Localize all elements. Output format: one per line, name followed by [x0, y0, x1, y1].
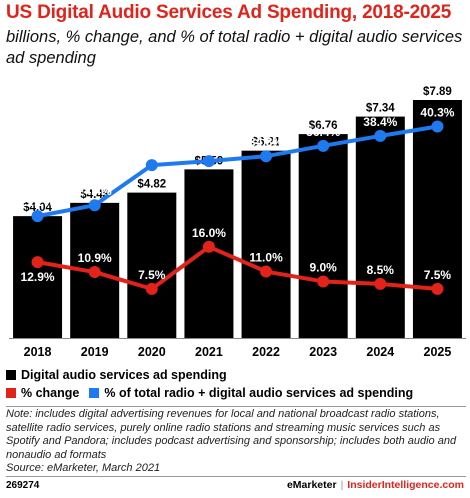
- bar-2022: [241, 150, 291, 338]
- change-label-2023: 9.0%: [310, 260, 338, 274]
- bar-label-2018: $4.04: [23, 202, 52, 214]
- legend-label-change: % change: [21, 386, 80, 400]
- share-label-2023: 36.4%: [306, 125, 340, 139]
- share-label-2019: 24.4%: [78, 184, 112, 198]
- legend-item-spending: Digital audio services ad spending: [6, 368, 227, 382]
- share-point-2018: [31, 210, 44, 223]
- share-point-2022: [260, 150, 273, 163]
- share-point-2023: [317, 139, 330, 152]
- bar-2023: [298, 134, 348, 338]
- x-tick-2025: 2025: [424, 345, 452, 359]
- change-point-2018: [31, 256, 44, 269]
- chart-note: Note: includes digital advertising reven…: [6, 408, 468, 476]
- note-text: Note: includes digital advertising reven…: [6, 408, 457, 461]
- bar-label-2025: $7.89: [423, 86, 452, 98]
- share-label-2018: 22.2%: [21, 195, 55, 209]
- bar-label-2022: $6.21: [252, 137, 281, 149]
- change-line: [35, 244, 440, 291]
- share-label-2024: 38.4%: [363, 115, 397, 129]
- share-label-2021: 33.3%: [192, 140, 226, 154]
- chart-subtitle: billions, % change, and % of total radio…: [6, 28, 463, 67]
- change-point-2023: [317, 275, 330, 288]
- source-text: Source: eMarketer, March 2021: [6, 462, 161, 475]
- legend-swatch-share: [89, 388, 100, 398]
- bar-2024: [355, 116, 405, 338]
- bar-label-2020: $4.82: [137, 179, 166, 191]
- x-tick-2024: 2024: [366, 345, 394, 359]
- x-tick-2019: 2019: [81, 345, 109, 359]
- change-label-2018: 12.9%: [21, 270, 55, 284]
- change-point-2020: [145, 282, 158, 295]
- change-label-2025: 7.5%: [424, 268, 452, 282]
- bar-label-2023: $6.76: [309, 120, 338, 132]
- legend-label-share: % of total radio + digital audio service…: [104, 386, 414, 400]
- brand-footer: eMarketer | InsiderIntelligence.com: [287, 479, 464, 491]
- chart-id: 269274: [6, 480, 40, 491]
- bar-2020: [127, 192, 177, 338]
- change-label-2019: 10.9%: [78, 251, 112, 265]
- bar-label-2024: $7.34: [366, 103, 395, 115]
- change-point-2025: [431, 282, 444, 295]
- chart-plot: $4.04$4.48$4.82$5.59$6.21$6.76$7.34$7.89…: [9, 86, 466, 359]
- change-point-2021: [202, 240, 215, 253]
- brand-emarketer: eMarketer: [286, 479, 337, 491]
- brand-separator: |: [340, 479, 344, 491]
- change-point-2024: [374, 277, 387, 290]
- change-point-2019: [88, 266, 101, 279]
- x-tick-2018: 2018: [24, 345, 52, 359]
- x-tick-2023: 2023: [309, 345, 337, 359]
- share-label-2022: 34.3%: [249, 135, 283, 149]
- chart-title: US Digital Audio Services Ad Spending, 2…: [6, 2, 452, 23]
- legend-swatch-change: [6, 388, 16, 398]
- share-label-2025: 40.3%: [420, 106, 454, 120]
- change-label-2021: 16.0%: [192, 226, 226, 240]
- footer-divider: [6, 476, 466, 477]
- change-point-2022: [260, 265, 273, 278]
- share-point-2019: [88, 199, 101, 212]
- bar-2025: [412, 100, 462, 338]
- legend-group-lines: % change % of total radio + digital audi…: [6, 386, 413, 400]
- x-tick-2022: 2022: [252, 345, 280, 359]
- legend-swatch-spending: [6, 370, 16, 380]
- share-label-2020: 32.5%: [135, 144, 169, 158]
- change-label-2022: 11.0%: [249, 251, 283, 265]
- share-line: [35, 124, 440, 219]
- note-divider: [6, 406, 466, 407]
- legend-label-spending: Digital audio services ad spending: [21, 368, 227, 382]
- brand-insider-intelligence: InsiderIntelligence.com: [347, 479, 464, 491]
- x-tick-2020: 2020: [138, 345, 166, 359]
- change-label-2024: 8.5%: [367, 263, 395, 277]
- x-tick-2021: 2021: [195, 345, 223, 359]
- share-point-2024: [374, 129, 387, 142]
- bar-2018: [13, 216, 63, 338]
- share-point-2021: [202, 155, 215, 168]
- change-label-2020: 7.5%: [138, 268, 166, 282]
- share-point-2020: [145, 159, 158, 172]
- share-point-2025: [431, 120, 444, 133]
